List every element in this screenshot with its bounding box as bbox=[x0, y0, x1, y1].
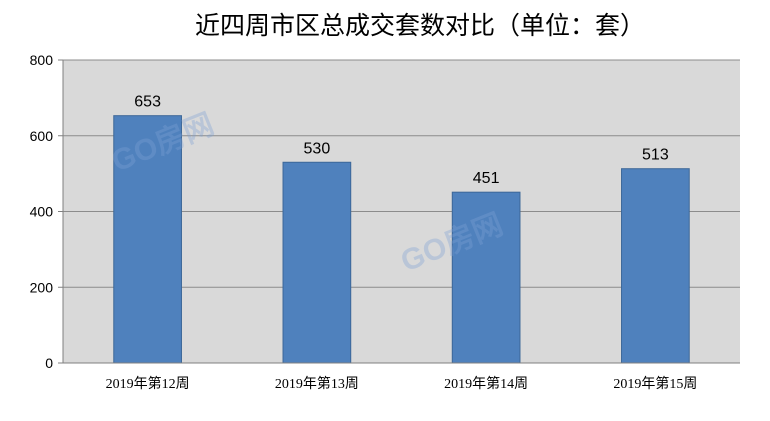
bars bbox=[113, 115, 690, 364]
y-axis-ticks: 0 200 400 600 800 bbox=[30, 52, 63, 371]
x-axis-categories: 2019年第12周 2019年第13周 2019年第14周 2019年第15周 bbox=[106, 375, 698, 392]
bar-4 bbox=[621, 168, 690, 364]
data-label-3: 451 bbox=[473, 170, 500, 187]
x-category-label-2: 2019年第13周 bbox=[275, 375, 359, 392]
data-label-4: 513 bbox=[642, 147, 669, 164]
data-label-2: 530 bbox=[304, 140, 331, 157]
chart-title: 近四周市区总成交套数对比（单位：套） bbox=[195, 11, 645, 40]
data-label-1: 653 bbox=[134, 94, 161, 111]
bar-3 bbox=[451, 191, 521, 364]
bar-1 bbox=[113, 115, 182, 364]
y-tick-label-200: 200 bbox=[30, 279, 54, 295]
y-tick-label-600: 600 bbox=[30, 128, 54, 144]
x-category-label-4: 2019年第15周 bbox=[613, 375, 697, 392]
x-category-label-3: 2019年第14周 bbox=[444, 375, 528, 392]
y-tick-label-400: 400 bbox=[30, 204, 54, 220]
y-tick-label-800: 800 bbox=[30, 52, 54, 68]
data-labels: 653 530 451 513 bbox=[134, 94, 669, 188]
x-category-label-1: 2019年第12周 bbox=[106, 375, 190, 392]
bar-2 bbox=[282, 161, 352, 364]
y-tick-label-0: 0 bbox=[45, 355, 53, 371]
